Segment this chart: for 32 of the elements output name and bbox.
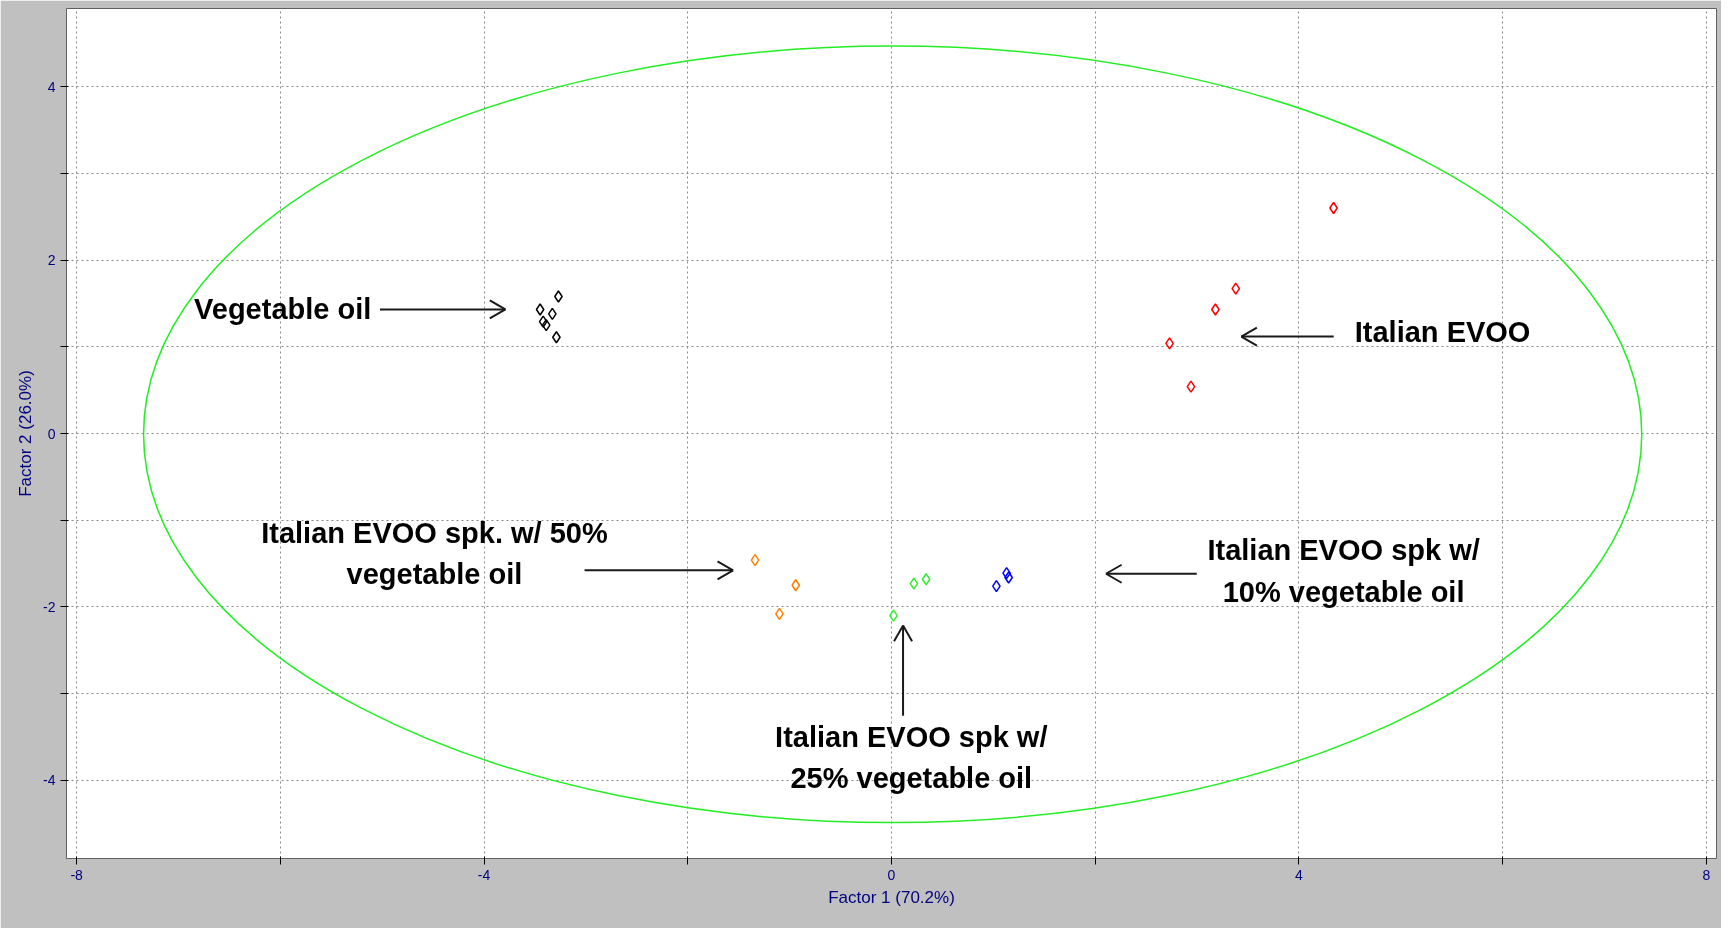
x-tick-label: -4 — [477, 866, 491, 883]
y-tick-label: 0 — [47, 425, 56, 442]
point — [750, 553, 760, 567]
y-tick-label: -2 — [43, 598, 56, 615]
point — [991, 579, 1001, 593]
annotation: Vegetable oil — [194, 293, 372, 326]
point — [535, 303, 545, 316]
y-tick-label: 2 — [47, 252, 56, 269]
point — [1002, 566, 1012, 580]
x-axis-title: Factor 1 (70.2%) — [828, 887, 955, 907]
annotation: Italian EVOO spk. w/ 50% vegetable oil — [261, 516, 608, 591]
point — [538, 315, 548, 328]
annotation: Italian EVOO spk w/ 25% vegetable oil — [775, 720, 1048, 795]
annotation: Italian EVOO — [1354, 316, 1531, 349]
point — [547, 307, 557, 321]
y-tick-label: -4 — [43, 772, 56, 789]
point — [791, 579, 801, 592]
point — [1210, 303, 1220, 316]
point — [1004, 571, 1014, 584]
point — [1231, 282, 1241, 295]
point — [551, 330, 561, 344]
x-tick-label: 8 — [1702, 866, 1711, 883]
y-axis-title: Factor 2 (26.0%) — [16, 370, 36, 497]
annotation: Italian EVOO spk w/ 10% vegetable oil — [1207, 534, 1480, 608]
point — [909, 577, 919, 590]
x-tick-label: 0 — [887, 866, 896, 883]
point — [1186, 380, 1196, 393]
x-tick-label: -8 — [70, 866, 84, 883]
x-tick-label: 4 — [1295, 866, 1304, 883]
point — [541, 318, 551, 332]
point — [921, 572, 931, 586]
y-tick-label: 4 — [47, 78, 56, 95]
